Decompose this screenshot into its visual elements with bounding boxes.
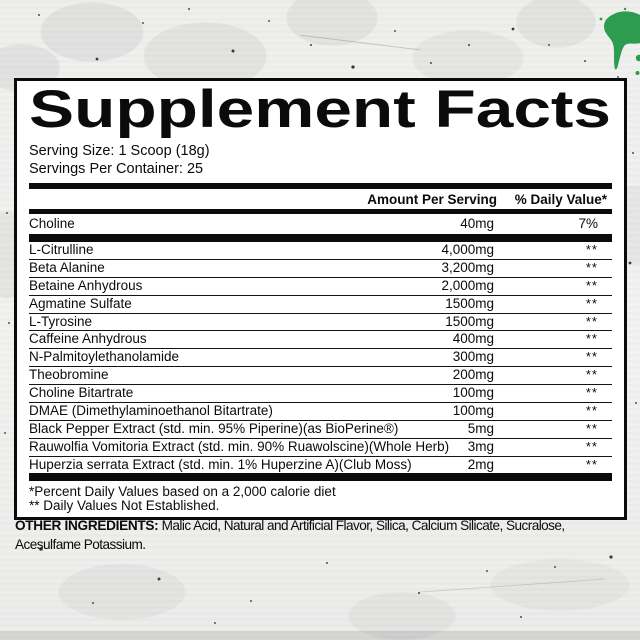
other-ingredients-label: OTHER INGREDIENTS:	[15, 518, 159, 533]
thick-divider	[29, 209, 612, 214]
thick-divider	[29, 234, 612, 242]
row-daily-value: **	[585, 438, 598, 454]
row-daily-value: **	[585, 331, 598, 347]
footnote-dv-basis: *Percent Daily Values based on a 2,000 c…	[29, 484, 336, 500]
row-amount: 100mg	[452, 385, 494, 401]
table-row: N-Palmitoylethanolamide 300mg **	[29, 349, 612, 368]
row-amount: 400mg	[452, 331, 494, 347]
row-name: Betaine Anhydrous	[29, 277, 143, 293]
row-name: Black Pepper Extract (std. min. 95% Pipe…	[29, 420, 399, 436]
table-row: L-Tyrosine 1500mg **	[29, 314, 612, 332]
bottom-shadow-strip	[0, 631, 640, 640]
column-header-amount: Amount Per Serving	[367, 192, 497, 207]
serving-size: Serving Size: 1 Scoop (18g)	[29, 143, 210, 159]
row-amount: 3mg	[467, 438, 494, 454]
table-row: Huperzia serrata Extract (std. min. 1% H…	[29, 457, 612, 473]
speckle-texture	[0, 0, 2, 2]
row-name: Choline	[29, 216, 75, 231]
table-row: Theobromine 200mg **	[29, 367, 612, 386]
other-ingredients-text: Malic Acid, Natural and Artificial Flavo…	[15, 518, 565, 552]
row-amount: 200mg	[452, 367, 494, 383]
row-amount: 300mg	[452, 349, 494, 365]
row-name: DMAE (Dimethylaminoethanol Bitartrate)	[29, 403, 273, 419]
row-name: Caffeine Anhydrous	[29, 331, 147, 347]
table-row-choline: Choline 40mg 7%	[29, 214, 612, 234]
row-daily-value: **	[585, 313, 598, 329]
row-daily-value: **	[585, 277, 598, 293]
servings-per-container: Servings Per Container: 25	[29, 161, 204, 177]
splat-shape	[604, 11, 640, 70]
row-name: L-Tyrosine	[29, 313, 93, 329]
column-header-daily-value: % Daily Value*	[514, 192, 607, 207]
panel-title: Supplement Facts	[29, 80, 612, 139]
row-name: N-Palmitoylethanolamide	[29, 349, 180, 365]
table-row: Choline Bitartrate 100mg **	[29, 385, 612, 404]
row-amount: 40mg	[460, 216, 494, 231]
row-daily-value: **	[585, 349, 598, 365]
row-daily-value: **	[585, 367, 598, 383]
table-row: Rauwolfia Vomitoria Extract (std. min. 9…	[29, 439, 612, 457]
thick-divider	[29, 473, 612, 482]
row-amount: 1500mg	[445, 313, 494, 329]
row-name: Beta Alanine	[29, 259, 105, 275]
row-amount: 100mg	[452, 403, 494, 419]
footnotes: *Percent Daily Values based on a 2,000 c…	[29, 485, 612, 512]
row-name: Huperzia serrata Extract (std. min. 1% H…	[29, 456, 412, 472]
table-row: Beta Alanine 3,200mg **	[29, 260, 612, 278]
table-row: Betaine Anhydrous 2,000mg **	[29, 278, 612, 296]
row-amount: 1500mg	[445, 295, 494, 311]
row-daily-value: **	[585, 456, 598, 472]
table-row: Agmatine Sulfate 1500mg **	[29, 296, 612, 314]
table-row: Caffeine Anhydrous 400mg **	[29, 331, 612, 350]
row-amount: 2,000mg	[441, 277, 494, 293]
footnote-not-established: ** Daily Values Not Established.	[29, 497, 220, 513]
row-name: Theobromine	[29, 367, 109, 383]
thick-divider	[29, 183, 612, 189]
row-daily-value: 7%	[578, 216, 598, 231]
row-daily-value: **	[585, 420, 598, 436]
column-header-row: Amount Per Serving % Daily Value*	[29, 189, 612, 209]
row-daily-value: **	[585, 385, 598, 401]
table-row: DMAE (Dimethylaminoethanol Bitartrate) 1…	[29, 403, 612, 421]
green-paint-splatter-icon	[599, 7, 640, 79]
row-name: Rauwolfia Vomitoria Extract (std. min. 9…	[29, 438, 450, 454]
row-daily-value: **	[585, 242, 598, 257]
table-row: Black Pepper Extract (std. min. 95% Pipe…	[29, 421, 612, 439]
row-name: L-Citrulline	[29, 242, 94, 257]
row-name: Agmatine Sulfate	[29, 295, 132, 311]
row-amount: 2mg	[467, 456, 494, 472]
other-ingredients: OTHER INGREDIENTS: Malic Acid, Natural a…	[15, 516, 629, 554]
row-daily-value: **	[585, 295, 598, 311]
row-amount: 5mg	[467, 420, 494, 436]
row-name: Choline Bitartrate	[29, 385, 134, 401]
row-daily-value: **	[585, 403, 598, 419]
row-amount: 3,200mg	[441, 259, 494, 275]
supplement-facts-panel: Supplement Facts Serving Size: 1 Scoop (…	[14, 78, 627, 521]
row-daily-value: **	[585, 259, 598, 275]
row-amount: 4,000mg	[441, 242, 494, 257]
table-row: L-Citrulline 4,000mg **	[29, 242, 612, 260]
